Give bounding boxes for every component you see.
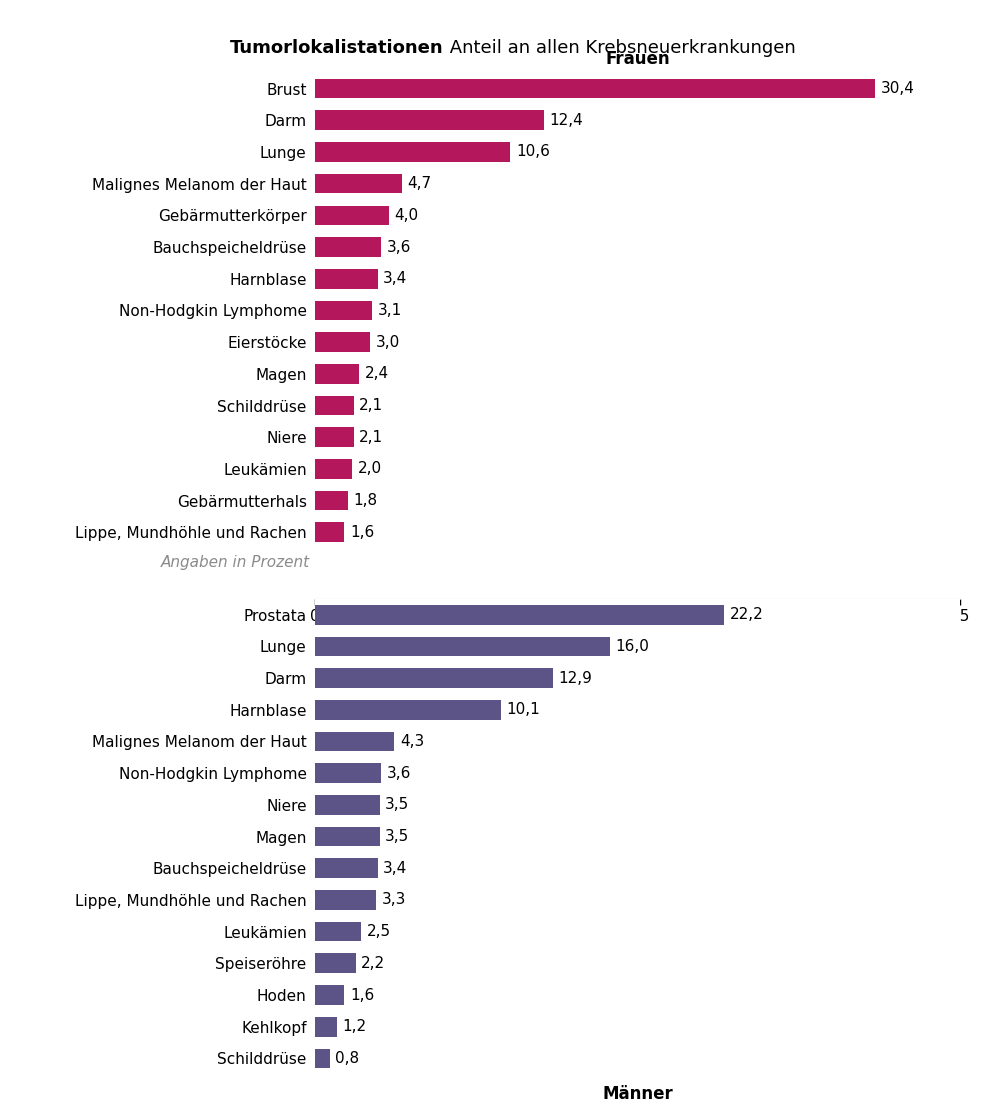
Text: 3,5: 3,5 (385, 829, 409, 844)
Text: 2,4: 2,4 (365, 366, 389, 382)
Text: 1,8: 1,8 (354, 493, 378, 508)
Bar (315, 78, 875, 98)
Bar (315, 523, 344, 542)
Bar (315, 985, 344, 1005)
Text: Angaben in Prozent: Angaben in Prozent (160, 555, 309, 570)
Bar (315, 459, 352, 479)
Bar (315, 269, 378, 289)
Bar (315, 763, 381, 783)
Bar (315, 700, 501, 720)
Text: 30,4: 30,4 (881, 81, 915, 96)
Bar (315, 396, 354, 415)
Text: 2,1: 2,1 (359, 398, 383, 413)
Text: 2,0: 2,0 (357, 461, 382, 477)
Bar (315, 605, 724, 624)
Bar (315, 301, 372, 320)
Text: 4,0: 4,0 (394, 208, 418, 223)
Text: 4,7: 4,7 (407, 176, 431, 191)
Text: 12,9: 12,9 (558, 670, 592, 686)
Bar (315, 922, 361, 941)
Bar (315, 206, 389, 225)
Text: Tumorlokalistationen: Tumorlokalistationen (230, 39, 444, 57)
Text: 3,4: 3,4 (383, 861, 407, 876)
Bar (315, 332, 370, 352)
Text: 1,6: 1,6 (350, 987, 374, 1003)
Text: 10,6: 10,6 (516, 144, 550, 160)
Bar (315, 364, 359, 384)
Text: 3,5: 3,5 (385, 798, 409, 812)
Bar (315, 858, 378, 878)
Bar (315, 111, 544, 130)
Bar (315, 237, 381, 257)
Text: 3,6: 3,6 (387, 239, 411, 254)
Bar (315, 827, 380, 846)
Bar (315, 1049, 330, 1069)
Text: 3,6: 3,6 (387, 765, 411, 781)
Text: 2,5: 2,5 (367, 924, 391, 939)
Text: 0,8: 0,8 (335, 1051, 359, 1066)
Bar (315, 953, 356, 974)
Bar (315, 1017, 337, 1036)
Text: 22,2: 22,2 (730, 608, 763, 622)
Text: 1,6: 1,6 (350, 525, 374, 539)
Bar (315, 491, 348, 510)
X-axis label: Männer: Männer (602, 1085, 673, 1103)
Text: 1,2: 1,2 (343, 1019, 367, 1034)
Title: Frauen: Frauen (605, 50, 670, 68)
Bar (315, 427, 354, 446)
Text: 4,3: 4,3 (400, 734, 424, 749)
Text: 3,3: 3,3 (381, 893, 406, 908)
Text: 2,1: 2,1 (359, 430, 383, 444)
Bar (315, 794, 380, 815)
Text: 3,0: 3,0 (376, 335, 400, 349)
Text: 3,1: 3,1 (378, 303, 402, 318)
Bar (315, 668, 553, 688)
Text: Anteil an allen Krebsneuerkrankungen: Anteil an allen Krebsneuerkrankungen (444, 39, 796, 57)
Text: 2,2: 2,2 (361, 956, 385, 971)
Bar (315, 142, 510, 162)
Text: 3,4: 3,4 (383, 271, 407, 286)
Bar (315, 890, 376, 910)
Bar (315, 173, 402, 194)
Text: 16,0: 16,0 (615, 639, 649, 653)
Bar (315, 732, 394, 751)
Bar (315, 637, 610, 656)
Text: 12,4: 12,4 (549, 113, 583, 128)
Text: 10,1: 10,1 (507, 703, 540, 717)
